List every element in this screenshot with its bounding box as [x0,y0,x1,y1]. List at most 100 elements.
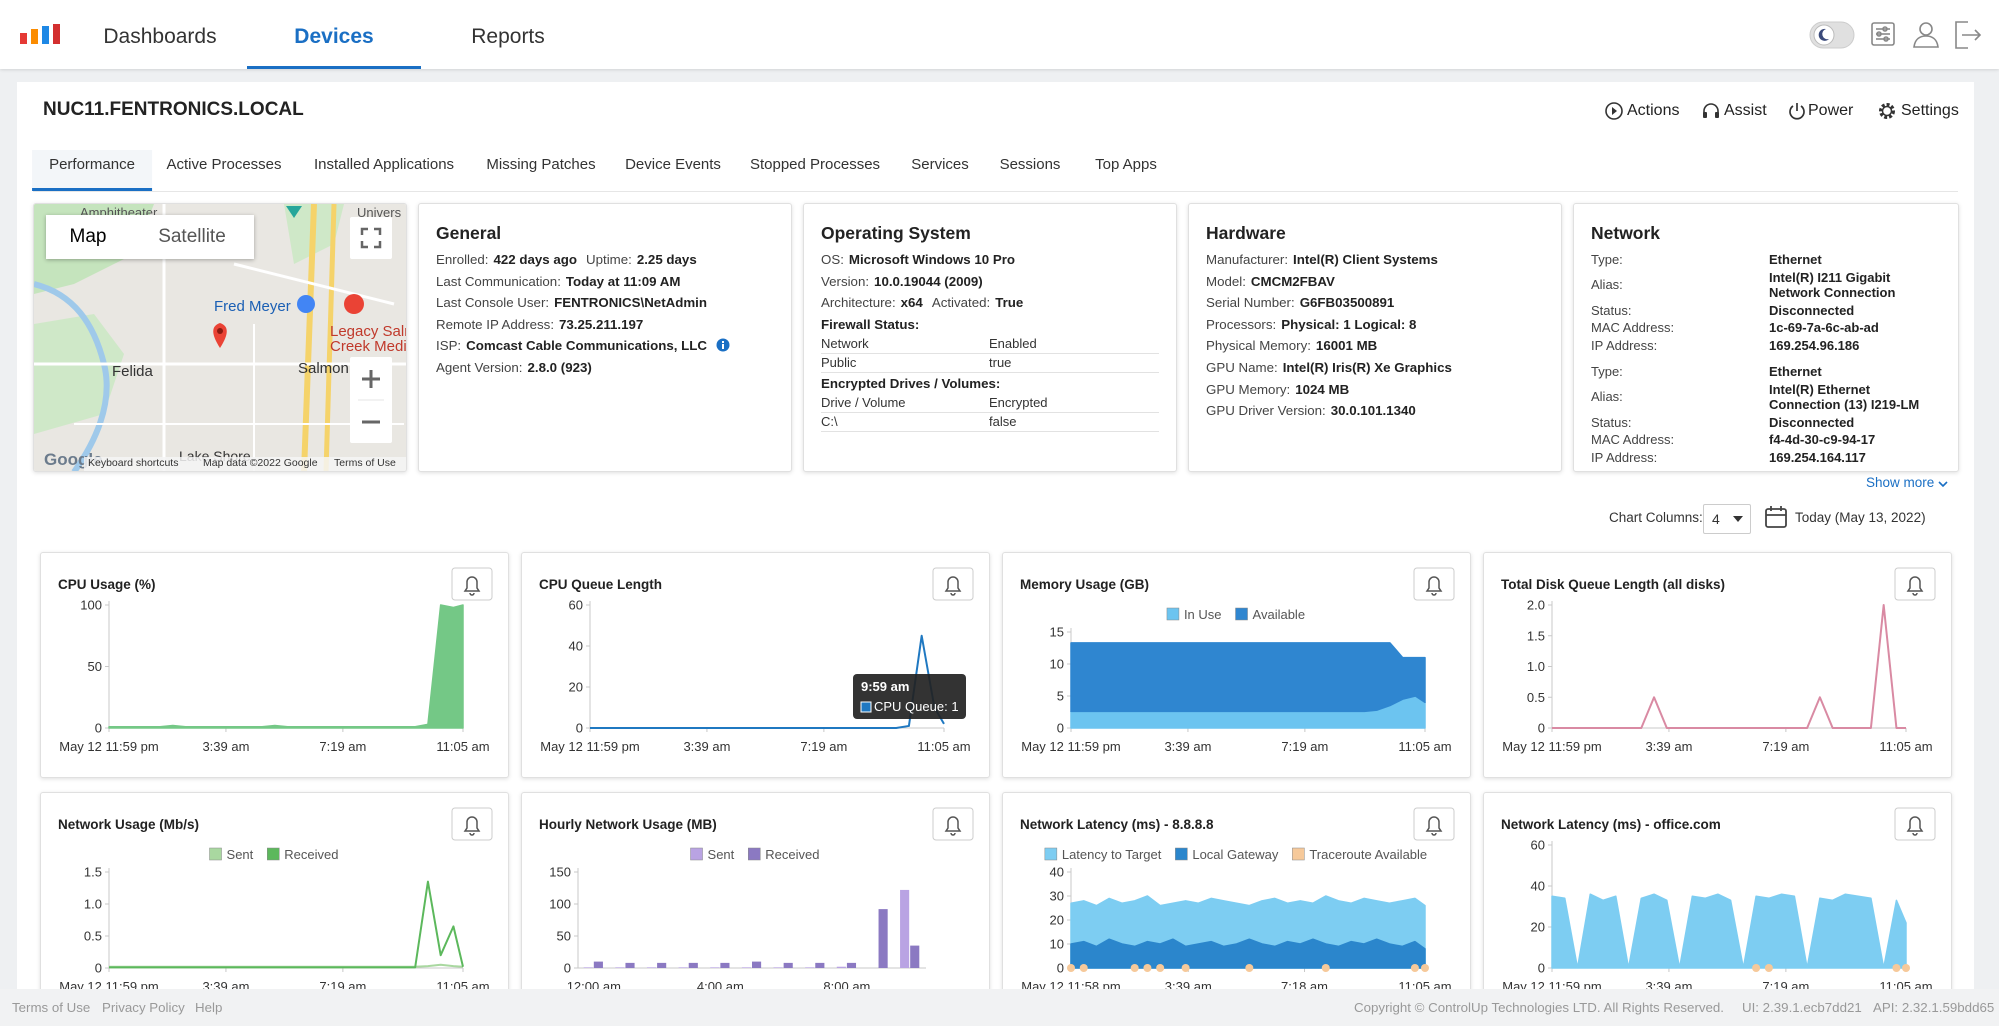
alert-button[interactable] [1894,807,1936,841]
logout-icon[interactable] [1955,21,1982,49]
info-row: GPU Driver Version: 30.0.101.1340 [1206,400,1551,422]
bell-icon [1906,576,1924,596]
point [1764,964,1773,972]
alert-button[interactable] [451,567,493,601]
info-icon[interactable] [716,338,730,352]
sub-tab[interactable]: Sessions [999,156,1061,173]
field-value: 2.25 days [636,252,697,267]
bar [805,967,815,968]
alert-button[interactable] [451,807,493,841]
info-row: Last Console User: FENTRONICS\NetAdmin [436,292,781,314]
footer-link[interactable]: Help [195,1000,223,1015]
field-label: Architecture: [821,295,896,311]
sub-tab[interactable]: Missing Patches [486,156,596,173]
area [108,604,464,729]
legend-label: Latency to Target [1062,847,1162,862]
point [1079,964,1088,972]
legend: Sent Received [209,847,338,862]
show-more[interactable]: Show more [1866,475,1935,490]
map-attribution[interactable]: Keyboard shortcuts [88,457,179,469]
field-label: GPU Driver Version: [1206,403,1326,419]
legend-label: Received [765,847,819,862]
info-row: Remote IP Address: 73.25.211.197 [436,314,781,336]
user-icon[interactable] [1913,22,1939,48]
columns-select[interactable]: 4 [1703,504,1751,534]
tooltip-title: 9:59 am [861,679,909,694]
nav-tab[interactable]: Dashboards [103,25,217,48]
y-tick-label: 60 [569,598,583,613]
alert-button[interactable] [932,807,974,841]
y-tick-label: 1.5 [84,865,102,880]
x-tick-label: May 12 11:59 pm [540,739,639,754]
satellite-button[interactable]: Satellite [158,226,226,247]
field-value: Disconnected [1769,302,1855,318]
bar [593,961,603,968]
bar [710,967,720,968]
y-tick-label: 2.0 [1527,598,1545,613]
x-tick-label: 11:05 am [1879,739,1932,754]
legend-label: Traceroute Available [1309,847,1427,862]
field-label: GPU Memory: [1206,381,1291,397]
chart: CPU Queue Length 0 20 40 60 May 12 11:59 pm 3:… [539,567,974,754]
nav-tab[interactable]: Devices [247,0,421,69]
action-button[interactable]: Settings [1901,102,1959,119]
info-row: Processors: Physical: 1 Logical: 8 [1206,314,1551,336]
footer-link[interactable]: Terms of Use [12,1000,91,1015]
map-card: Amphitheater Univers Fred Meyer Legacy S… [33,203,407,472]
sub-tab[interactable]: Active Processes [166,156,282,173]
sub-tab[interactable]: Stopped Processes [749,156,881,173]
alert-button[interactable] [932,567,974,601]
bar [741,967,751,968]
tabs-divider [33,191,1958,192]
columns-value: 4 [1712,511,1720,527]
footer-link[interactable]: Privacy Policy [102,1000,185,1015]
sub-tab[interactable]: Performance [32,150,152,191]
x-tick-label: 3:39 am [1645,739,1692,754]
alert-button-frame [1413,807,1455,841]
alert-button-frame [932,807,974,841]
map-button[interactable]: Map [69,226,107,247]
alert-button[interactable] [1413,567,1455,601]
chart-title: Network Latency (ms) - 8.8.8.8 [1020,817,1214,832]
date-picker[interactable]: Today (May 13, 2022) [1795,510,1926,525]
select-arrow [1733,516,1743,522]
sub-tab[interactable]: Device Events [625,156,721,173]
field-label: Type: [1591,364,1623,379]
action-button[interactable]: Power [1808,102,1854,119]
calendar-icon[interactable] [1764,505,1788,529]
sub-tab[interactable]: Top Apps [1095,156,1157,173]
alert-button[interactable] [1894,567,1936,601]
field-label: Physical Memory: [1206,338,1311,354]
copyright: Copyright © ControlUp Technologies LTD. … [1354,1000,1724,1015]
sub-tab[interactable]: Services [911,156,969,173]
x-tick-label: May 12 11:59 pm [1502,739,1601,754]
field-value: Today at 11:09 AM [565,273,681,289]
map-label: Fred Meyer [214,298,291,315]
sub-tab[interactable]: Installed Applications [313,156,455,173]
action-button[interactable]: Actions [1627,102,1680,119]
chart-title: Memory Usage (GB) [1020,577,1149,592]
legend: In Use Available [1166,607,1305,622]
y-tick-label: 40 [569,639,583,654]
y-tick-label: 0.5 [1527,690,1545,705]
fullscreen-button[interactable] [350,217,392,259]
settings-icon[interactable] [1871,22,1895,46]
chart-title: Total Disk Queue Length (all disks) [1501,577,1725,592]
field-value: 73.25.211.197 [559,316,644,332]
bell-icon [1425,816,1443,836]
field-label: MAC Address: [1591,432,1675,447]
legend-swatch [1175,847,1188,861]
bell-icon [1906,816,1924,836]
field-value: 2.8.0 (923) [527,359,592,375]
y-tick-label: 150 [549,865,571,880]
map-attribution[interactable]: Terms of Use [334,457,396,469]
action-button[interactable]: Assist [1724,102,1767,119]
network-rows: Type: Ethernet Alias: Intel(R) I211 Gigabit… [1591,252,1946,471]
nav-tab[interactable]: Reports [471,25,545,48]
field-label: Last Communication: [436,273,561,289]
alert-button[interactable] [1413,807,1455,841]
zoom-control[interactable] [350,357,392,443]
field-label: Remote IP Address: [436,316,555,332]
field-label: Serial Number: [1206,295,1295,311]
tooltip-text: CPU Queue: 1 [874,699,959,714]
